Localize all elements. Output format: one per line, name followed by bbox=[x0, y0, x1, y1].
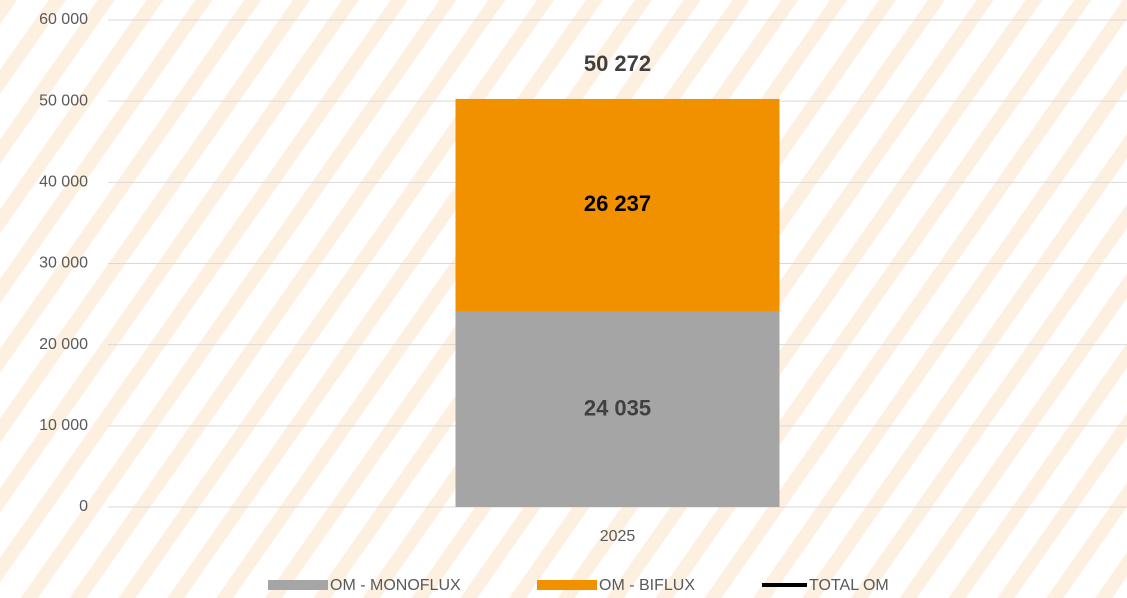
bar-segment bbox=[455, 98, 780, 312]
legend-swatch bbox=[268, 580, 328, 590]
y-tick-label: 10 000 bbox=[39, 417, 88, 434]
value-label: 26 237 bbox=[584, 191, 651, 216]
legend-swatch bbox=[537, 580, 597, 590]
y-tick-label: 60 000 bbox=[39, 11, 88, 28]
x-tick-label: 2025 bbox=[600, 528, 636, 545]
bar-segment bbox=[455, 311, 780, 507]
y-tick-label: 20 000 bbox=[39, 336, 88, 353]
y-tick-label: 30 000 bbox=[39, 255, 88, 272]
y-tick-label: 0 bbox=[79, 498, 88, 515]
value-label: 50 272 bbox=[584, 51, 651, 76]
legend-label: OM - MONOFLUX bbox=[330, 577, 461, 594]
legend-label: TOTAL OM bbox=[809, 577, 889, 594]
value-label: 24 035 bbox=[584, 395, 651, 420]
legend-label: OM - BIFLUX bbox=[599, 577, 695, 594]
y-tick-label: 50 000 bbox=[39, 92, 88, 109]
y-tick-label: 40 000 bbox=[39, 174, 88, 191]
